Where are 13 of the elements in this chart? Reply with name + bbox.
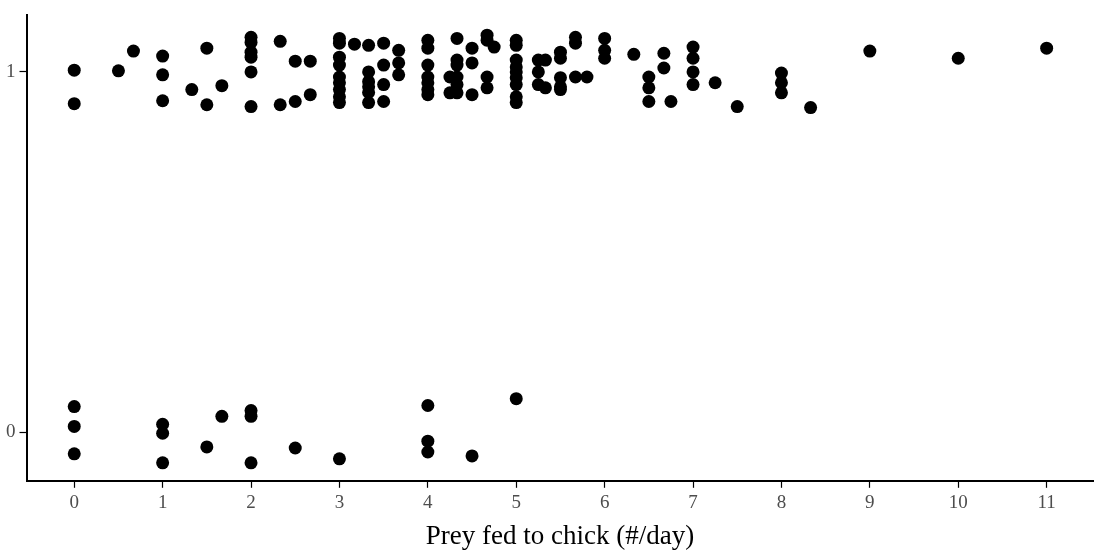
x-tick-label: 0 <box>69 491 79 513</box>
x-tick-label: 8 <box>776 491 787 513</box>
x-tick-label: 9 <box>865 491 875 513</box>
x-tick-label: 6 <box>599 491 610 513</box>
x-tick-label: 10 <box>948 491 968 513</box>
x-tick-label: 4 <box>423 491 434 513</box>
x-tick-label: 2 <box>246 491 256 513</box>
x-tick-label: 5 <box>511 491 521 513</box>
x-axis-title: Prey fed to chick (#/day) <box>425 519 695 550</box>
x-tick-label: 7 <box>688 491 698 513</box>
x-tick-label: 11 <box>1037 491 1056 513</box>
x-tick-label: 1 <box>157 491 168 513</box>
x-tick-label: 3 <box>334 491 345 513</box>
